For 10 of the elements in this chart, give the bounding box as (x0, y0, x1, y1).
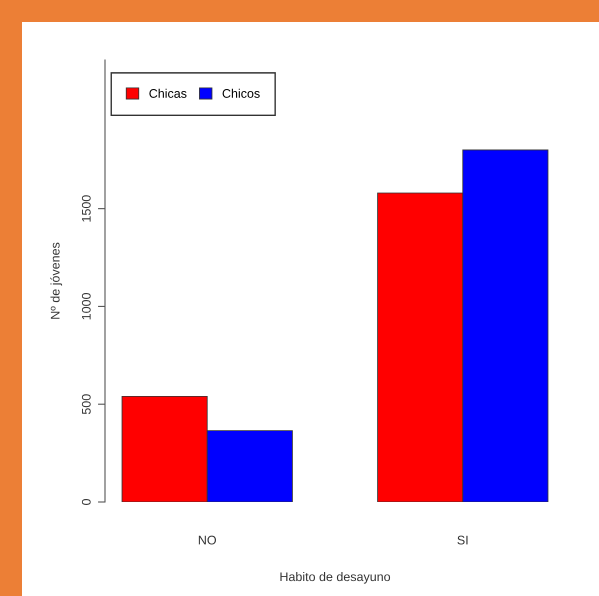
legend-label: Chicos (222, 88, 260, 98)
x-tick-label: SI (457, 536, 468, 545)
y-tick-label: 0 (82, 499, 91, 505)
y-tick-label: 1000 (82, 293, 91, 320)
x-tick-label: NO (198, 536, 216, 545)
legend-label: Chicas (149, 88, 187, 98)
x-axis-title: Habito de desayuno (280, 572, 390, 584)
y-tick-label: 500 (82, 394, 91, 414)
y-axis-title: Nº de jóvenes (50, 242, 62, 319)
y-tick-label: 1500 (82, 195, 91, 222)
